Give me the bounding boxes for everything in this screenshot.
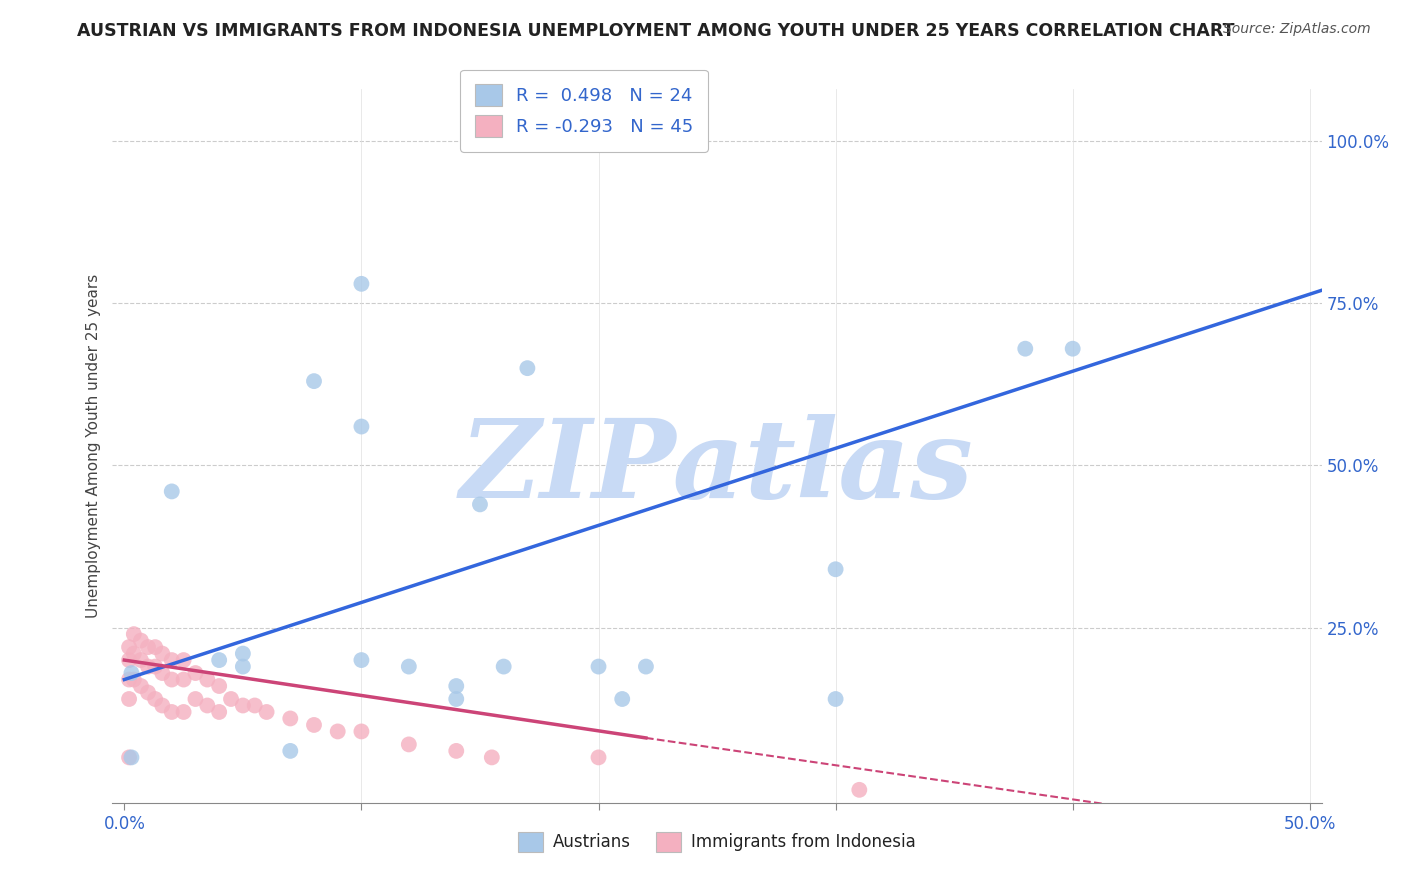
Point [326,724,349,739]
Point [173,653,195,667]
Point [398,659,420,673]
Point [120,750,142,764]
Point [120,666,142,681]
Point [243,698,266,713]
Point [160,653,183,667]
Point [160,484,183,499]
Point [350,724,373,739]
Point [136,659,159,673]
Point [173,705,195,719]
Point [824,692,846,706]
Point [150,666,173,681]
Point [184,692,207,706]
Point [208,705,231,719]
Point [195,673,218,687]
Point [278,744,301,758]
Point [492,659,515,673]
Point [398,738,420,752]
Point [118,640,141,654]
Point [150,698,173,713]
Point [446,679,468,693]
Point [219,692,242,706]
Point [160,673,183,687]
Point [232,698,254,713]
Point [118,750,141,764]
Point [129,653,152,667]
Point [302,718,325,732]
Point [350,653,373,667]
Text: Source: ZipAtlas.com: Source: ZipAtlas.com [1223,22,1371,37]
Point [232,659,254,673]
Point [150,647,173,661]
Point [1062,342,1084,356]
Point [143,692,166,706]
Y-axis label: Unemployment Among Youth under 25 years: Unemployment Among Youth under 25 years [86,274,101,618]
Point [588,750,610,764]
Point [446,692,468,706]
Point [208,679,231,693]
Point [136,640,159,654]
Point [278,711,301,725]
Point [195,698,218,713]
Point [350,277,373,291]
Legend: Austrians, Immigrants from Indonesia: Austrians, Immigrants from Indonesia [512,825,922,859]
Point [143,659,166,673]
Point [256,705,278,719]
Point [184,666,207,681]
Point [302,374,325,388]
Point [122,627,145,641]
Point [1014,342,1036,356]
Point [129,633,152,648]
Point [208,653,231,667]
Point [468,497,491,511]
Point [143,640,166,654]
Point [118,653,141,667]
Point [160,705,183,719]
Point [136,685,159,699]
Point [122,673,145,687]
Point [824,562,846,576]
Point [350,419,373,434]
Point [446,744,468,758]
Point [232,647,254,661]
Point [588,659,610,673]
Point [173,673,195,687]
Point [634,659,657,673]
Point [481,750,503,764]
Point [129,679,152,693]
Point [612,692,634,706]
Point [118,692,141,706]
Point [122,647,145,661]
Point [516,361,538,376]
Text: AUSTRIAN VS IMMIGRANTS FROM INDONESIA UNEMPLOYMENT AMONG YOUTH UNDER 25 YEARS CO: AUSTRIAN VS IMMIGRANTS FROM INDONESIA UN… [77,22,1234,40]
Point [118,673,141,687]
Point [848,782,870,797]
Text: ZIPatlas: ZIPatlas [460,414,974,521]
